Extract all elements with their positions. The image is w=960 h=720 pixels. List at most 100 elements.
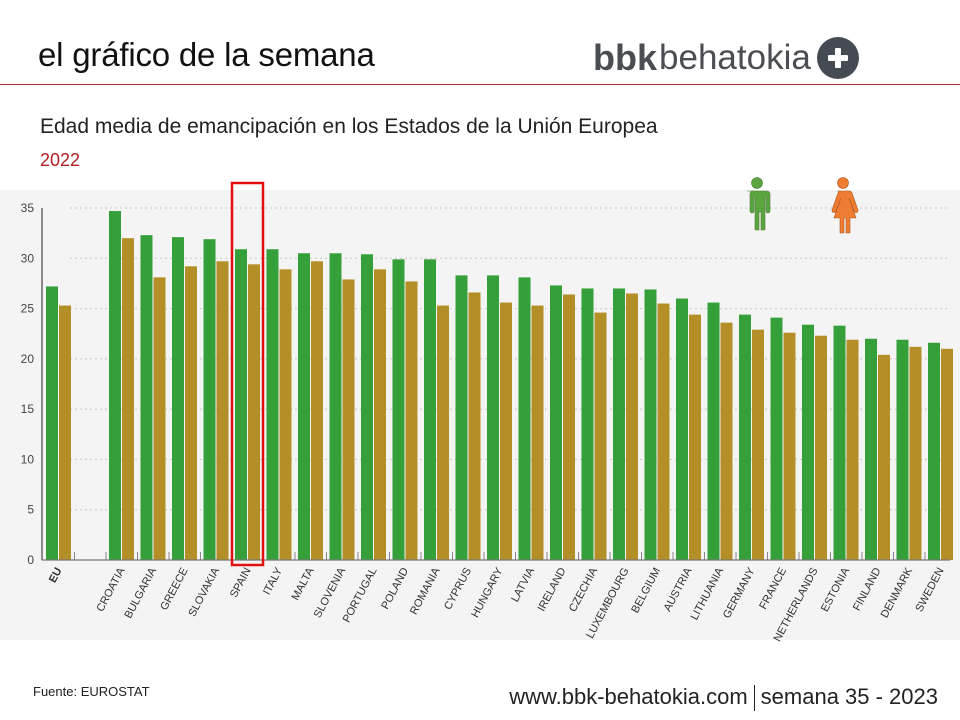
bar-women-netherlands (815, 335, 827, 560)
x-tick-label: POLAND (379, 566, 411, 612)
bar-men-romania (424, 259, 436, 560)
source-note: Fuente: EUROSTAT (33, 684, 150, 699)
bar-women-france (783, 332, 796, 560)
bar-men-czechia (581, 288, 594, 560)
bar-women-portugal (374, 269, 386, 560)
bar-women-latvia (531, 305, 544, 560)
bar-women-germany (752, 329, 764, 560)
bar-women-poland (405, 281, 418, 560)
x-tick-label: BELGIUM (629, 566, 663, 615)
bar-men-poland (392, 259, 405, 560)
y-tick-label: 15 (21, 402, 35, 416)
x-tick-label: CYPRUS (442, 566, 474, 612)
bar-men-ireland (550, 285, 562, 560)
y-tick-label: 0 (27, 553, 34, 567)
x-tick-label: ESTONIA (819, 565, 852, 614)
bar-men-latvia (518, 277, 531, 560)
bar-men-bulgaria (140, 235, 153, 560)
x-tick-label: GERMANY (721, 565, 758, 620)
y-tick-label: 10 (21, 452, 35, 466)
bar-men-finland (865, 338, 877, 560)
bar-women-slovenia (342, 279, 355, 560)
bar-men-germany (739, 314, 751, 560)
y-tick-label: 30 (21, 251, 35, 265)
spain-highlight-box (230, 181, 265, 567)
bar-women-finland (878, 354, 890, 560)
x-tick-label: CZECHIA (567, 565, 601, 614)
bar-women-spain (248, 264, 260, 560)
bar-women-romania (437, 305, 449, 560)
bar-women-estonia (846, 339, 859, 560)
bar-women-austria (689, 314, 701, 560)
page-title: el gráfico de la semana (38, 36, 375, 73)
x-tick-label: BULGARIA (122, 565, 159, 620)
x-tick-label: HUNGARY (469, 565, 506, 620)
footer-week: semana 35 - 2023 (760, 684, 938, 709)
bar-women-italy (279, 269, 292, 560)
x-tick-label: SLOVENIA (312, 565, 349, 620)
chart-title: Edad media de emancipación en los Estado… (40, 115, 658, 138)
bar-women-belgium (657, 303, 670, 560)
x-tick-label: DENMARK (879, 565, 916, 620)
bar-women-slovakia (216, 261, 229, 560)
logo-bbk-text: bbk (593, 37, 658, 78)
female-figure-icon (831, 177, 859, 234)
x-tick-label: FRANCE (757, 566, 789, 612)
bar-men-france (770, 317, 783, 560)
footer-separator (753, 685, 755, 712)
footer-url[interactable]: www.bbk-behatokia.com (509, 684, 748, 709)
bar-men-belgium (644, 289, 657, 560)
bar-men-luxembourg (613, 288, 625, 560)
bar-women-ireland (563, 294, 575, 560)
bars (46, 211, 953, 561)
bar-men-hungary (487, 275, 499, 560)
y-tick-label: 20 (21, 352, 35, 366)
bar-women-hungary (500, 302, 512, 560)
bar-women-luxembourg (626, 293, 638, 560)
chart-year: 2022 (40, 150, 81, 170)
x-tick-label: AUSTRIA (662, 565, 695, 613)
bar-men-greece (172, 237, 184, 560)
brand-logo: bbk behatokia (593, 36, 859, 80)
bar-men-cyprus (455, 275, 468, 560)
bar-men-italy (266, 249, 279, 560)
x-tick-label: LATVIA (509, 565, 537, 604)
bar-women-croatia (122, 238, 134, 560)
bar-women-cyprus (468, 292, 481, 560)
bar-men-netherlands (802, 324, 814, 560)
bar-men-eu (46, 286, 58, 560)
x-tick-label: SPAIN (228, 566, 254, 600)
bar-women-czechia (594, 312, 607, 560)
bar-men-portugal (361, 254, 373, 560)
bar-women-eu (59, 305, 71, 560)
header-divider (0, 84, 960, 85)
bar-women-malta (311, 261, 323, 560)
bar-women-bulgaria (153, 277, 166, 560)
bar-men-malta (298, 253, 310, 560)
bar-men-austria (676, 298, 688, 560)
x-tick-label: CROATIA (94, 565, 127, 614)
y-tick-label: 5 (27, 503, 34, 517)
bar-men-slovakia (203, 239, 216, 561)
bar-women-sweden (941, 348, 953, 560)
bar-men-lithuania (707, 302, 720, 560)
x-tick-label: IRELAND (536, 566, 569, 614)
bar-women-lithuania (720, 322, 733, 560)
y-tick-label: 35 (21, 201, 35, 215)
x-tick-label: SLOVAKIA (186, 565, 222, 619)
bar-women-greece (185, 266, 197, 560)
bar-men-slovenia (329, 253, 342, 560)
y-axis-ticks: 0 5 10 15 20 25 30 35 (21, 201, 35, 567)
x-tick-label: FINLAND (851, 566, 884, 613)
logo-behatokia-text: behatokia (659, 38, 811, 77)
male-figure-icon (747, 177, 771, 231)
plus-circle-icon (816, 37, 859, 79)
footer: www.bbk-behatokia.com semana 35 - 2023 (509, 684, 938, 712)
x-tick-label: ROMANIA (408, 565, 443, 617)
x-tick-label: EU (47, 566, 65, 585)
bar-men-denmark (896, 339, 909, 560)
bar-men-spain (235, 249, 247, 560)
x-tick-label: GREECE (158, 566, 190, 613)
